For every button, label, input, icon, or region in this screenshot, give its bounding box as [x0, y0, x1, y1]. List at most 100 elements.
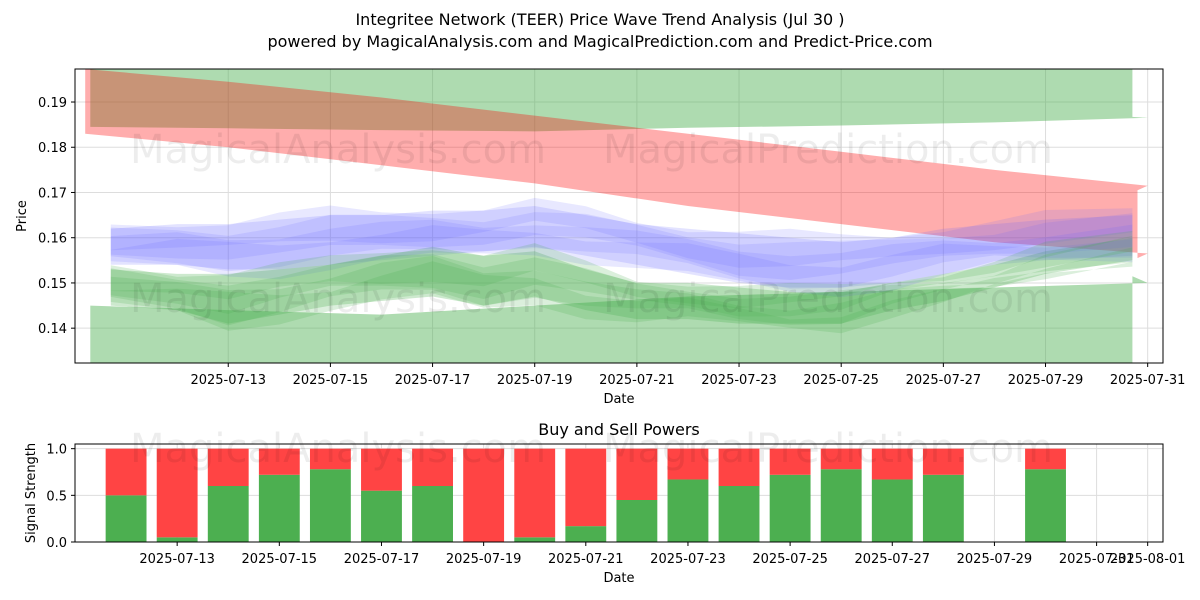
wave-strand	[110, 197, 1133, 268]
price-y-axis: 0.14 0.15 0.16 0.17 0.18 0.19	[38, 96, 75, 337]
price-bands	[85, 69, 1148, 363]
buy-bar	[105, 495, 147, 542]
band-green-lower	[90, 276, 1148, 363]
signal-y-label: Signal Strength	[24, 443, 39, 543]
buy-bar	[514, 537, 556, 542]
signal-x-tick-label: 2025-07-13	[139, 552, 215, 567]
buy-bar	[156, 537, 198, 542]
signal-x-tick-label: 2025-07-19	[446, 552, 522, 567]
price-y-tick-label: 0.19	[38, 96, 67, 111]
price-frame	[74, 68, 1164, 364]
watermark: MagicalPrediction.com	[603, 276, 1053, 322]
buy-bar	[412, 486, 453, 542]
wave-strand	[110, 212, 1133, 280]
price-y-tick-label: 0.18	[38, 141, 67, 156]
buy-bar	[871, 479, 913, 542]
signal-panel: Buy and Sell Powers MagicalAnalysis.com …	[24, 420, 1185, 586]
sell-bar	[871, 448, 913, 480]
signal-x-axis: 2025-07-13 2025-07-15 2025-07-17 2025-07-19…	[139, 542, 1185, 567]
price-panel: MagicalAnalysis.com MagicalPrediction.co…	[15, 68, 1185, 407]
price-watermarks: MagicalAnalysis.com MagicalPrediction.co…	[130, 127, 1053, 322]
band-green-upper	[90, 69, 1148, 132]
signal-x-tick-label: 2025-08-01	[1110, 552, 1186, 567]
signal-title: Buy and Sell Powers	[538, 420, 700, 439]
price-x-tick-label: 2025-07-13	[190, 373, 266, 388]
buy-bar	[922, 474, 964, 542]
watermark: MagicalAnalysis.com	[130, 127, 546, 173]
price-x-tick-label: 2025-07-19	[497, 373, 573, 388]
signal-x-tick-label: 2025-07-15	[242, 552, 318, 567]
buy-bar	[769, 474, 811, 542]
sell-bar	[309, 448, 351, 470]
buy-bar	[616, 500, 658, 542]
sell-bar	[207, 448, 249, 486]
price-plot-area	[75, 69, 1163, 363]
chart-subtitle: powered by MagicalAnalysis.com and Magic…	[267, 32, 933, 51]
signal-frame	[74, 443, 1164, 543]
wave-strand	[110, 247, 1133, 326]
band-green-waves	[110, 237, 1133, 324]
sell-bar	[156, 448, 198, 538]
signal-x-tick-label: 2025-07-21	[548, 552, 624, 567]
buy-bar	[718, 486, 760, 542]
price-x-label: Date	[603, 392, 634, 407]
chart-title: Integritee Network (TEER) Price Wave Tre…	[355, 10, 845, 29]
sell-bar	[514, 448, 556, 538]
wave-strand	[110, 225, 1133, 298]
price-x-tick-label: 2025-07-23	[701, 373, 777, 388]
signal-x-tick-label: 2025-07-27	[854, 552, 930, 567]
band-red-trend	[85, 69, 1148, 259]
watermark: MagicalPrediction.com	[603, 127, 1053, 173]
wave-strand	[110, 261, 1133, 334]
watermark: MagicalAnalysis.com	[130, 276, 546, 322]
signal-x-tick-label: 2025-07-23	[650, 552, 726, 567]
sell-bar	[361, 448, 402, 491]
buy-bar	[565, 526, 607, 542]
buy-bar	[667, 479, 709, 542]
price-x-tick-label: 2025-07-21	[599, 373, 675, 388]
sell-bar	[820, 448, 862, 470]
price-y-tick-label: 0.17	[38, 186, 67, 201]
price-x-tick-label: 2025-07-29	[1008, 373, 1084, 388]
signal-x-tick-label: 2025-07-17	[344, 552, 420, 567]
sell-bar	[565, 448, 607, 527]
sell-bar	[1025, 448, 1066, 470]
wave-strand	[110, 235, 1133, 317]
watermark: MagicalPrediction.com	[603, 426, 1053, 472]
sell-bar	[258, 448, 300, 475]
signal-bars	[105, 448, 1066, 542]
price-x-tick-label: 2025-07-25	[803, 373, 879, 388]
sell-bar	[105, 448, 147, 496]
signal-y-tick-label: 0.5	[46, 489, 67, 504]
signal-watermarks: MagicalAnalysis.com MagicalPrediction.co…	[130, 426, 1053, 472]
price-x-axis: 2025-07-13 2025-07-15 2025-07-17 2025-07-19…	[190, 363, 1185, 388]
price-grid	[75, 69, 1163, 363]
price-x-tick-label: 2025-07-15	[293, 373, 369, 388]
sell-bar	[412, 448, 453, 486]
price-y-tick-label: 0.15	[38, 277, 67, 292]
sell-bar	[922, 448, 964, 475]
signal-x-label: Date	[603, 571, 634, 586]
sell-bar	[463, 448, 505, 542]
sell-bar	[667, 448, 709, 480]
price-x-tick-label: 2025-07-31	[1110, 373, 1186, 388]
price-x-tick-label: 2025-07-17	[395, 373, 471, 388]
signal-x-tick-label: 2025-07-29	[957, 552, 1033, 567]
sell-bar	[769, 448, 811, 475]
wave-strand	[110, 219, 1133, 289]
buy-bar	[258, 474, 300, 542]
band-blue-waves	[110, 206, 1133, 288]
signal-x-tick-label: 2025-07-25	[752, 552, 828, 567]
sell-bar	[616, 448, 658, 500]
price-y-label: Price	[15, 200, 30, 232]
wave-strand	[110, 230, 1133, 309]
buy-bar	[309, 469, 351, 542]
buy-bar	[1025, 469, 1066, 542]
price-x-tick-label: 2025-07-27	[906, 373, 982, 388]
price-y-tick-label: 0.14	[38, 322, 67, 337]
buy-bar	[207, 486, 249, 542]
signal-y-axis: 0.0 0.5 1.0	[46, 443, 75, 551]
buy-bar	[820, 469, 862, 542]
buy-bar	[361, 490, 402, 542]
